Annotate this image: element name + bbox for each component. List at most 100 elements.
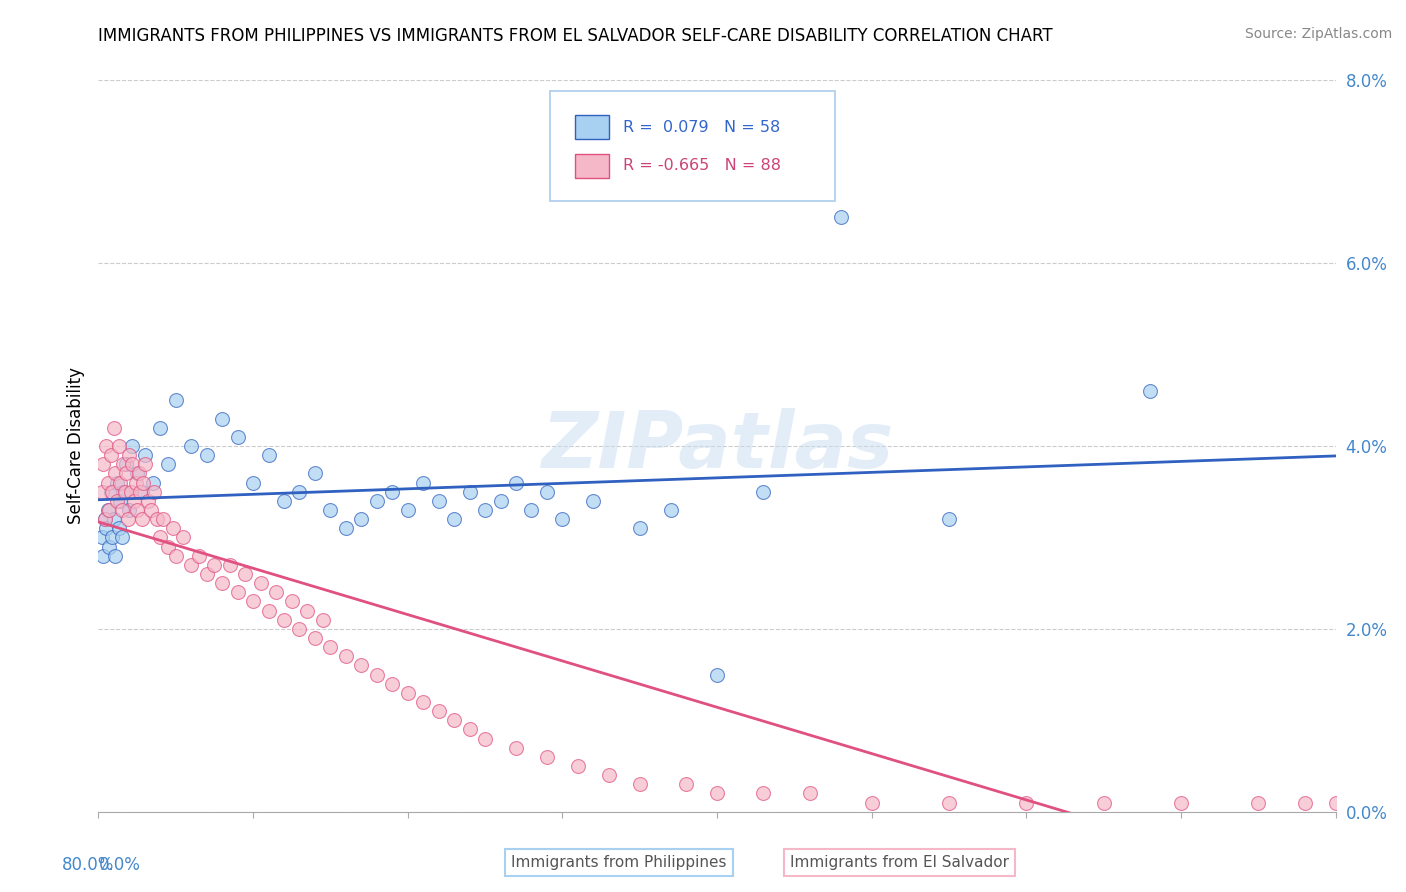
Point	[1015, 796, 1038, 810]
Point	[582, 494, 605, 508]
Point	[115, 457, 138, 471]
Point	[474, 503, 496, 517]
Point	[90, 484, 112, 499]
Point	[443, 512, 465, 526]
Point	[172, 530, 194, 544]
Point	[381, 676, 404, 690]
Point	[134, 457, 156, 471]
Point	[101, 484, 124, 499]
Point	[264, 585, 288, 599]
Point	[114, 484, 136, 499]
Point	[458, 484, 481, 499]
Text: R =  0.079   N = 58: R = 0.079 N = 58	[623, 120, 780, 135]
Text: ZIPatlas: ZIPatlas	[541, 408, 893, 484]
Point	[412, 695, 434, 709]
Point	[319, 640, 342, 655]
Point	[136, 494, 159, 508]
Point	[312, 613, 335, 627]
Point	[489, 494, 512, 508]
Point	[139, 503, 162, 517]
Point	[396, 686, 419, 700]
Point	[226, 585, 249, 599]
Point	[536, 749, 558, 764]
Point	[97, 503, 120, 517]
Point	[96, 521, 118, 535]
Point	[118, 448, 141, 462]
Point	[458, 723, 481, 737]
Point	[91, 549, 114, 563]
Point	[141, 475, 165, 490]
Point	[101, 530, 124, 544]
Point	[799, 787, 821, 801]
Point	[706, 787, 728, 801]
Point	[273, 494, 295, 508]
Point	[93, 512, 115, 526]
Point	[304, 631, 326, 645]
Point	[188, 549, 211, 563]
Point	[97, 475, 120, 490]
Point	[180, 439, 202, 453]
Point	[304, 467, 326, 481]
Point	[128, 467, 150, 481]
Point	[112, 457, 135, 471]
Point	[335, 521, 357, 535]
Point	[211, 411, 233, 425]
Text: IMMIGRANTS FROM PHILIPPINES VS IMMIGRANTS FROM EL SALVADOR SELF-CARE DISABILITY : IMMIGRANTS FROM PHILIPPINES VS IMMIGRANT…	[98, 27, 1053, 45]
Point	[752, 787, 775, 801]
Point	[427, 494, 450, 508]
Point	[118, 503, 141, 517]
Point	[288, 622, 311, 636]
Text: R = -0.665   N = 88: R = -0.665 N = 88	[623, 159, 780, 173]
Point	[90, 530, 112, 544]
Point	[706, 667, 728, 681]
Point	[675, 777, 697, 791]
Point	[536, 484, 558, 499]
Point	[100, 448, 122, 462]
Point	[132, 475, 155, 490]
Point	[129, 484, 152, 499]
Point	[297, 603, 319, 617]
Point	[111, 530, 132, 544]
Point	[107, 521, 129, 535]
Point	[122, 494, 145, 508]
Point	[1092, 796, 1115, 810]
Point	[1402, 796, 1406, 810]
Point	[152, 512, 174, 526]
Point	[628, 777, 651, 791]
Point	[350, 658, 373, 673]
Point	[204, 558, 226, 572]
Point	[505, 740, 527, 755]
Point	[93, 512, 115, 526]
Point	[157, 540, 180, 554]
Point	[860, 796, 883, 810]
Point	[111, 503, 132, 517]
Point	[121, 439, 143, 453]
Point	[219, 558, 242, 572]
Point	[131, 512, 153, 526]
Point	[396, 503, 419, 517]
Point	[157, 457, 180, 471]
Point	[104, 549, 127, 563]
Point	[91, 457, 114, 471]
Point	[366, 494, 388, 508]
Point	[242, 475, 264, 490]
Point	[659, 503, 682, 517]
Point	[112, 484, 135, 499]
Point	[1170, 796, 1192, 810]
Point	[474, 731, 496, 746]
Point	[830, 211, 852, 225]
Point	[257, 603, 280, 617]
Point	[598, 768, 620, 782]
Point	[127, 467, 149, 481]
Point	[115, 467, 138, 481]
Point	[412, 475, 434, 490]
Point	[211, 576, 233, 591]
Point	[235, 567, 257, 582]
Text: Immigrants from Philippines: Immigrants from Philippines	[510, 855, 727, 870]
Point	[427, 704, 450, 718]
Point	[107, 439, 129, 453]
Point	[100, 484, 122, 499]
Point	[938, 796, 960, 810]
Point	[288, 484, 311, 499]
Point	[146, 512, 169, 526]
